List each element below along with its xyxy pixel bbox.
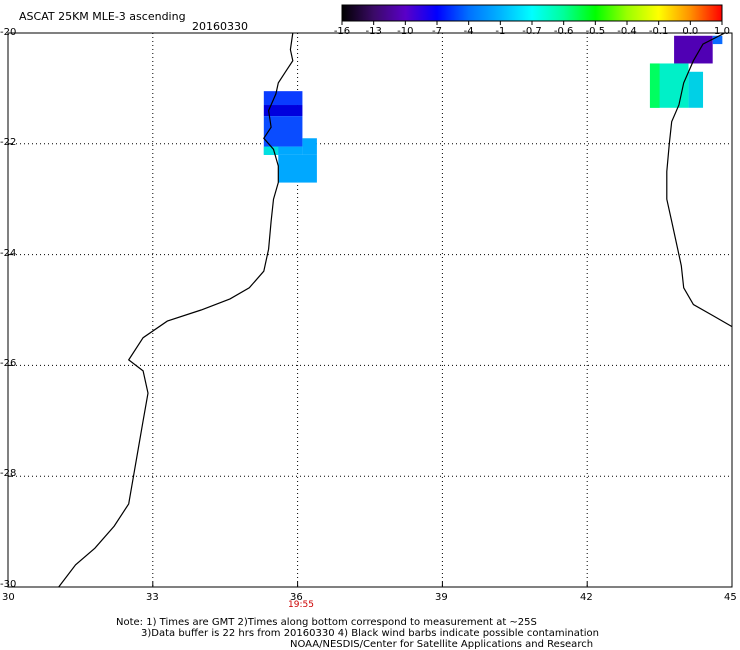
wind-data-cell — [302, 138, 317, 155]
colorbar-tick-label: -0.6 — [553, 26, 574, 37]
y-tick-label: -24 — [0, 248, 17, 259]
note-line-3: NOAA/NESDIS/Center for Satellite Applica… — [290, 639, 594, 650]
wind-data-cell — [649, 63, 660, 108]
y-tick-label: -26 — [0, 358, 17, 369]
colorbar-tick-label: -4 — [463, 26, 474, 37]
wind-data-cell — [688, 71, 704, 108]
colorbar — [341, 4, 723, 25]
colorbar-tick-label: -1 — [495, 26, 506, 37]
map-frame — [7, 32, 733, 588]
x-tick-label: 36 — [290, 592, 303, 603]
y-tick-label: -28 — [0, 468, 17, 479]
x-tick-label: 42 — [580, 592, 593, 603]
y-tick-label: -20 — [0, 27, 17, 38]
colorbar-tick-label: -0.5 — [585, 26, 606, 37]
y-tick-label: -22 — [0, 137, 17, 148]
colorbar-tick-label: -0.7 — [522, 26, 542, 37]
wind-data-cell — [263, 146, 303, 155]
x-tick-label: 33 — [146, 592, 159, 603]
wind-data-cell — [674, 35, 713, 64]
colorbar-tick-label: 0.0 — [682, 26, 699, 37]
note-line-2: 3)Data buffer is 22 hrs from 20160330 4)… — [141, 628, 599, 639]
product-title: ASCAT 25KM MLE-3 ascending — [19, 10, 186, 23]
colorbar-tick-label: -7 — [432, 26, 442, 37]
colorbar-tick-label: 1.0 — [714, 26, 730, 37]
colorbar-tick-label: -16 — [333, 26, 351, 37]
colorbar-tick-label: -0.1 — [648, 26, 669, 37]
colorbar-tick-label: -13 — [365, 26, 382, 37]
note-line-1: Note: 1) Times are GMT 2)Times along bot… — [116, 617, 537, 628]
x-tick-label: 30 — [2, 592, 15, 603]
x-tick-label: 45 — [724, 592, 737, 603]
wind-data-cell — [263, 91, 303, 106]
coastline — [58, 32, 294, 588]
wind-data-cell — [263, 146, 279, 155]
x-tick-label: 39 — [435, 592, 448, 603]
wind-data-cell — [263, 105, 303, 117]
coastline — [666, 32, 733, 328]
colorbar-tick-label: -0.4 — [617, 26, 637, 37]
date-label: 20160330 — [192, 20, 248, 33]
y-tick-label: -30 — [0, 579, 17, 590]
wind-data-cell — [278, 154, 317, 183]
colorbar-tick-label: -10 — [397, 26, 414, 37]
time-label: 19:55 — [288, 600, 314, 610]
wind-data-cell — [712, 35, 723, 45]
